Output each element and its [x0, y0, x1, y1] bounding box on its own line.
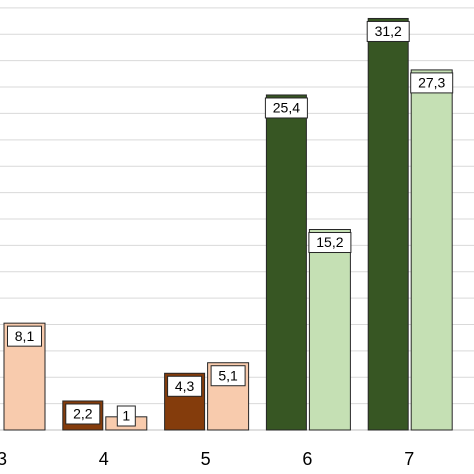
value-label-box: [410, 72, 454, 94]
x-tick-label: 7: [404, 449, 414, 469]
value-label: 15,2: [316, 234, 343, 250]
x-tick-label: 4: [99, 449, 109, 469]
value-label-box: [65, 403, 101, 425]
x-tick-label: 6: [302, 449, 312, 469]
value-label-box: [167, 375, 203, 397]
value-label: 8,1: [15, 328, 35, 344]
value-label: 4,3: [175, 378, 195, 394]
value-label-box: [116, 405, 136, 427]
value-label: 25,4: [273, 100, 300, 116]
bar: [410, 69, 453, 431]
x-tick-label: 5: [201, 449, 211, 469]
value-label: 2,2: [73, 406, 93, 422]
value-label: 27,3: [418, 75, 445, 91]
bar: [367, 17, 409, 431]
value-label-box: [264, 97, 308, 119]
value-label-box: [210, 365, 246, 387]
value-label: 1: [122, 408, 130, 424]
value-label-box: [308, 232, 352, 254]
value-label: 5,1: [218, 367, 238, 383]
value-label: 31,2: [375, 23, 402, 39]
value-label-box: [7, 325, 42, 347]
bar: [308, 229, 351, 431]
bar: [265, 94, 307, 431]
x-tick-label: 3: [0, 449, 7, 469]
value-label-box: [366, 20, 410, 42]
